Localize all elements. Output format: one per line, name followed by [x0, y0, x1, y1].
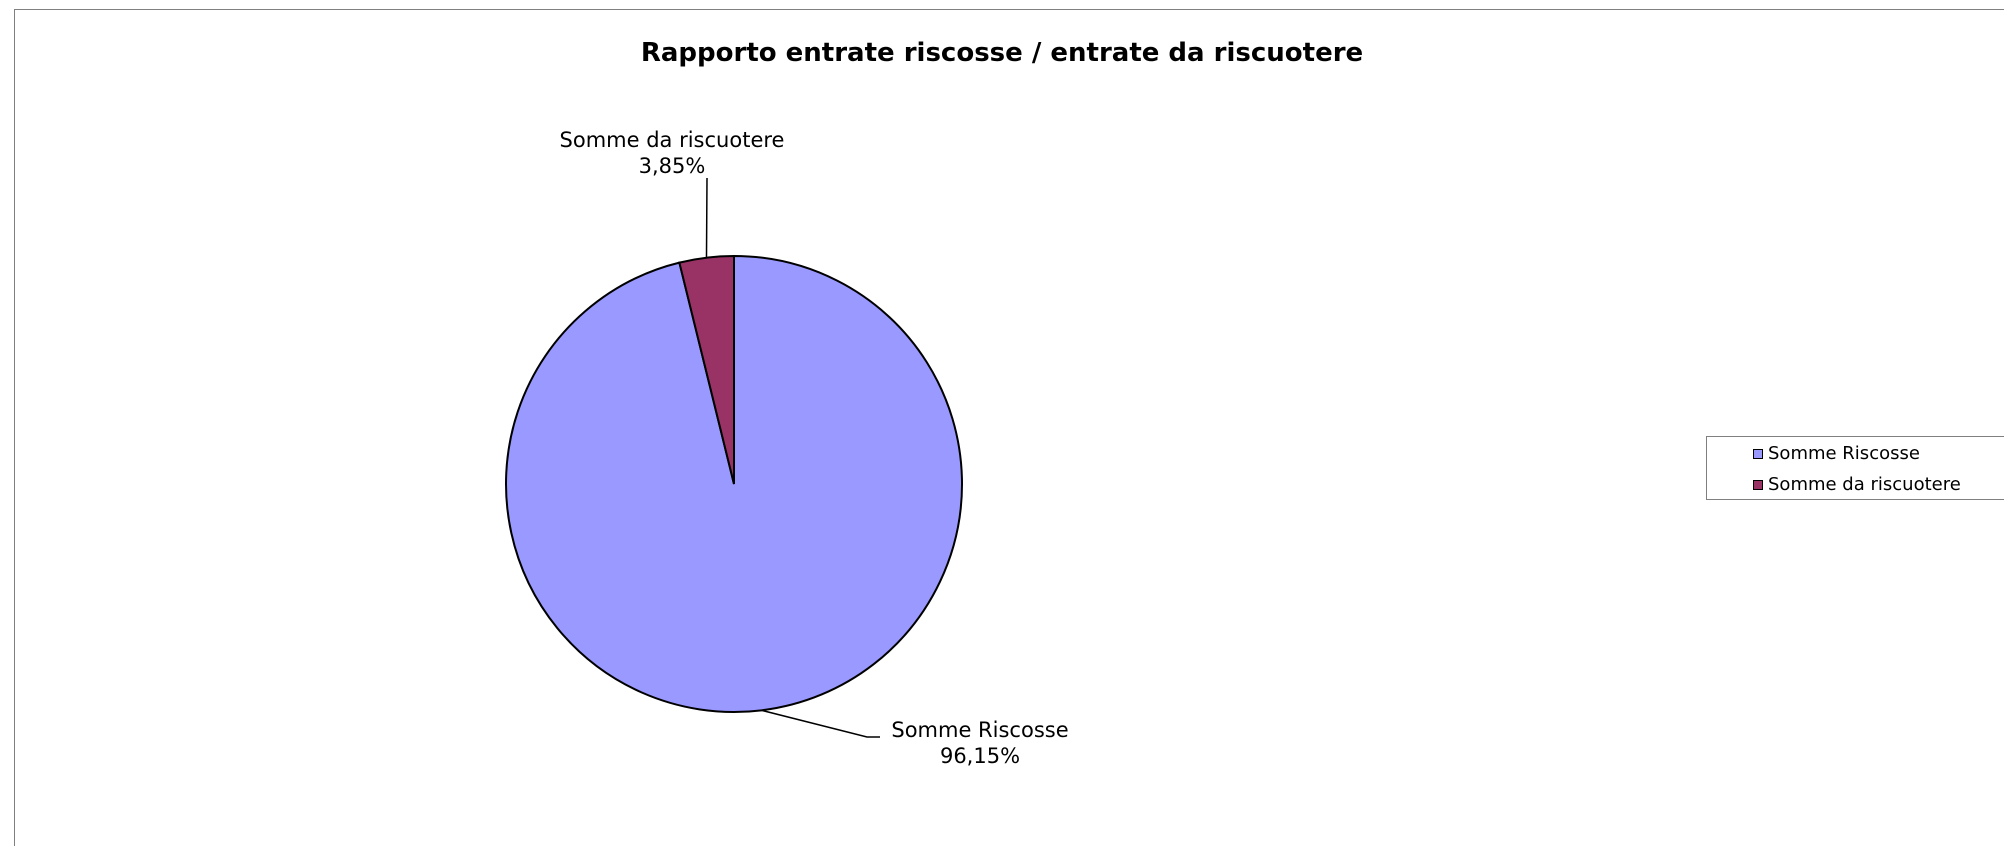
leader-line-somme-da-riscuotere	[705, 177, 708, 258]
data-label-percent: 96,15%	[939, 744, 1021, 768]
legend-item-somme-riscosse: Somme Riscosse	[1753, 443, 1920, 464]
chart-title: Rapporto entrate riscosse / entrate da r…	[640, 38, 1364, 68]
legend: Somme Riscosse Somme da riscuotere	[1706, 436, 2004, 500]
data-label-somme-da-riscuotere: Somme da riscuotere 3,85%	[532, 127, 812, 179]
pie-slice-somme-da-riscuotere	[678, 254, 735, 485]
data-label-name: Somme Riscosse	[891, 718, 1069, 742]
legend-label: Somme Riscosse	[1768, 443, 1920, 464]
data-label-percent: 3,85%	[638, 154, 706, 178]
legend-swatch	[1753, 479, 1763, 490]
legend-item-somme-da-riscuotere: Somme da riscuotere	[1753, 474, 1961, 495]
leader-line-somme-riscosse	[761, 709, 880, 738]
data-label-name: Somme da riscuotere	[559, 128, 785, 152]
data-label-somme-riscosse: Somme Riscosse 96,15%	[830, 717, 1130, 769]
chart-area	[14, 9, 2004, 846]
legend-swatch	[1753, 448, 1763, 459]
legend-label: Somme da riscuotere	[1768, 474, 1961, 495]
